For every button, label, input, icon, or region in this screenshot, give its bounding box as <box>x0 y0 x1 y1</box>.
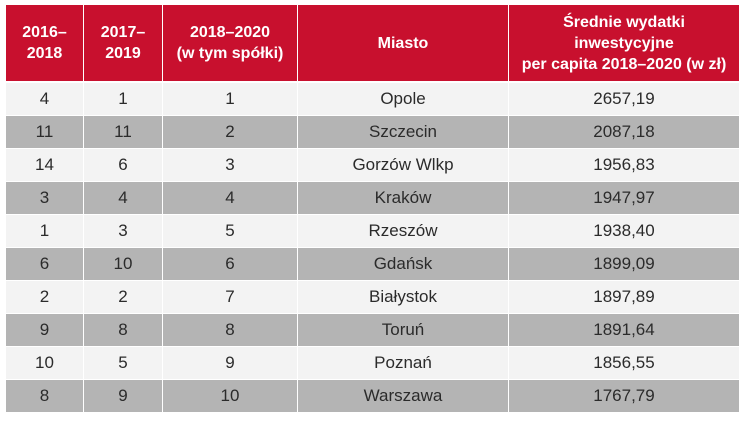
header-row: 2016– 2018 2017– 2019 2018–2020 (w tym s… <box>6 5 739 83</box>
cell-rank-2018-2020: 7 <box>163 281 298 314</box>
table-row: 9 8 8 Toruń 1891,64 <box>6 314 739 347</box>
header-label: 2017– 2019 <box>100 24 146 62</box>
cell-rank-2016-2018: 14 <box>6 149 84 182</box>
cell-rank-2016-2018: 2 <box>6 281 84 314</box>
header-label: Miasto <box>377 34 429 52</box>
cell-rank-2017-2019: 2 <box>84 281 163 314</box>
cell-city: Gorzów Wlkp <box>298 149 509 182</box>
cell-rank-2018-2020: 10 <box>163 380 298 412</box>
header-investment-per-capita: Średnie wydatki inwestycyjne per capita … <box>509 5 739 83</box>
cell-city: Szczecin <box>298 116 509 149</box>
ranking-table: 2016– 2018 2017– 2019 2018–2020 (w tym s… <box>6 5 739 412</box>
cell-rank-2016-2018: 9 <box>6 314 84 347</box>
header-label: Średnie wydatki inwestycyjne per capita … <box>521 13 727 73</box>
cell-rank-2018-2020: 4 <box>163 182 298 215</box>
table-row: 4 1 1 Opole 2657,19 <box>6 83 739 116</box>
cell-rank-2018-2020: 2 <box>163 116 298 149</box>
cell-rank-2016-2018: 8 <box>6 380 84 412</box>
cell-rank-2018-2020: 9 <box>163 347 298 380</box>
header-rank-2016-2018: 2016– 2018 <box>6 5 84 83</box>
cell-rank-2016-2018: 1 <box>6 215 84 248</box>
cell-investment: 1856,55 <box>509 347 739 380</box>
cell-rank-2016-2018: 6 <box>6 248 84 281</box>
cell-rank-2018-2020: 6 <box>163 248 298 281</box>
cell-rank-2018-2020: 1 <box>163 83 298 116</box>
cell-investment: 1938,40 <box>509 215 739 248</box>
table-row: 14 6 3 Gorzów Wlkp 1956,83 <box>6 149 739 182</box>
ranking-table-container: 2016– 2018 2017– 2019 2018–2020 (w tym s… <box>6 5 739 412</box>
cell-city: Warszawa <box>298 380 509 412</box>
cell-rank-2016-2018: 4 <box>6 83 84 116</box>
cell-rank-2018-2020: 8 <box>163 314 298 347</box>
cell-rank-2016-2018: 10 <box>6 347 84 380</box>
cell-rank-2017-2019: 9 <box>84 380 163 412</box>
cell-city: Opole <box>298 83 509 116</box>
cell-rank-2016-2018: 3 <box>6 182 84 215</box>
cell-rank-2017-2019: 11 <box>84 116 163 149</box>
cell-investment: 1891,64 <box>509 314 739 347</box>
cell-city: Toruń <box>298 314 509 347</box>
table-row: 1 3 5 Rzeszów 1938,40 <box>6 215 739 248</box>
header-rank-2017-2019: 2017– 2019 <box>84 5 163 83</box>
cell-rank-2018-2020: 3 <box>163 149 298 182</box>
cell-rank-2017-2019: 8 <box>84 314 163 347</box>
cell-city: Kraków <box>298 182 509 215</box>
cell-city: Białystok <box>298 281 509 314</box>
cell-investment: 2087,18 <box>509 116 739 149</box>
table-row: 2 2 7 Białystok 1897,89 <box>6 281 739 314</box>
table-row: 10 5 9 Poznań 1856,55 <box>6 347 739 380</box>
cell-city: Rzeszów <box>298 215 509 248</box>
cell-rank-2016-2018: 11 <box>6 116 84 149</box>
table-header: 2016– 2018 2017– 2019 2018–2020 (w tym s… <box>6 5 739 83</box>
cell-investment: 1956,83 <box>509 149 739 182</box>
cell-rank-2017-2019: 1 <box>84 83 163 116</box>
header-label: 2018–2020 (w tym spółki) <box>176 24 284 62</box>
cell-rank-2017-2019: 5 <box>84 347 163 380</box>
table-row: 6 10 6 Gdańsk 1899,09 <box>6 248 739 281</box>
table-row: 8 9 10 Warszawa 1767,79 <box>6 380 739 412</box>
cell-city: Gdańsk <box>298 248 509 281</box>
cell-investment: 1767,79 <box>509 380 739 412</box>
cell-rank-2017-2019: 3 <box>84 215 163 248</box>
cell-investment: 2657,19 <box>509 83 739 116</box>
cell-investment: 1947,97 <box>509 182 739 215</box>
header-rank-2018-2020: 2018–2020 (w tym spółki) <box>163 5 298 83</box>
header-label: 2016– 2018 <box>22 24 67 62</box>
cell-rank-2017-2019: 6 <box>84 149 163 182</box>
table-body: 4 1 1 Opole 2657,19 11 11 2 Szczecin 208… <box>6 83 739 412</box>
table-row: 11 11 2 Szczecin 2087,18 <box>6 116 739 149</box>
cell-investment: 1897,89 <box>509 281 739 314</box>
header-city: Miasto <box>298 5 509 83</box>
cell-investment: 1899,09 <box>509 248 739 281</box>
table-row: 3 4 4 Kraków 1947,97 <box>6 182 739 215</box>
cell-rank-2017-2019: 4 <box>84 182 163 215</box>
cell-city: Poznań <box>298 347 509 380</box>
cell-rank-2017-2019: 10 <box>84 248 163 281</box>
cell-rank-2018-2020: 5 <box>163 215 298 248</box>
